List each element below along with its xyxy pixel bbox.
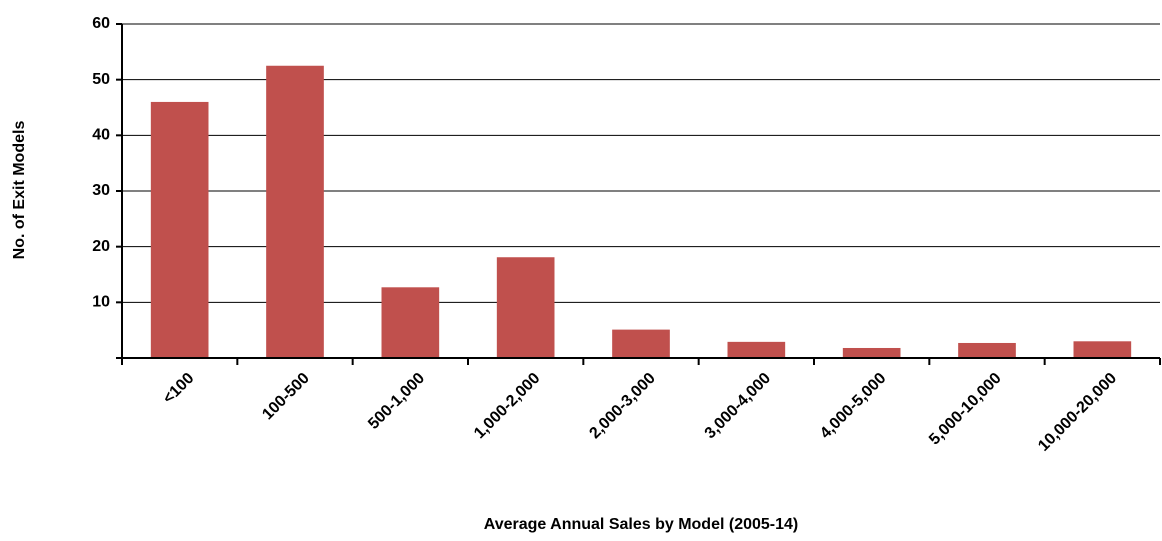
x-tick-label: 10,000-20,000 <box>1035 370 1120 455</box>
y-tick-label: 60 <box>92 15 110 32</box>
y-tick-label: 20 <box>92 238 110 255</box>
x-tick-label: 100-500 <box>259 370 313 424</box>
bar <box>612 329 670 358</box>
x-tick-label: 3,000-4,000 <box>702 370 774 442</box>
x-tick-label: 2,000-3,000 <box>586 370 658 442</box>
bar <box>842 347 901 358</box>
y-axis-title: No. of Exit Models <box>11 121 28 260</box>
y-tick-label: 50 <box>92 71 110 88</box>
bar <box>150 101 209 358</box>
x-tick-label: 1,000-2,000 <box>471 370 543 442</box>
y-tick-label: 40 <box>92 127 110 144</box>
bar <box>727 341 786 358</box>
x-axis-title: Average Annual Sales by Model (2005-14) <box>484 516 798 533</box>
x-tick-label: 4,000-5,000 <box>817 370 889 442</box>
bar <box>496 257 555 358</box>
x-tick-label: <100 <box>160 370 198 408</box>
bar <box>266 65 324 358</box>
bar <box>958 342 1016 358</box>
y-tick-label: 10 <box>92 294 110 311</box>
x-tick-label: 500-1,000 <box>365 370 428 433</box>
bar <box>381 287 440 358</box>
x-tick-label: 5,000-10,000 <box>926 370 1005 449</box>
y-tick-label: 30 <box>92 182 110 199</box>
bar <box>1073 341 1132 358</box>
